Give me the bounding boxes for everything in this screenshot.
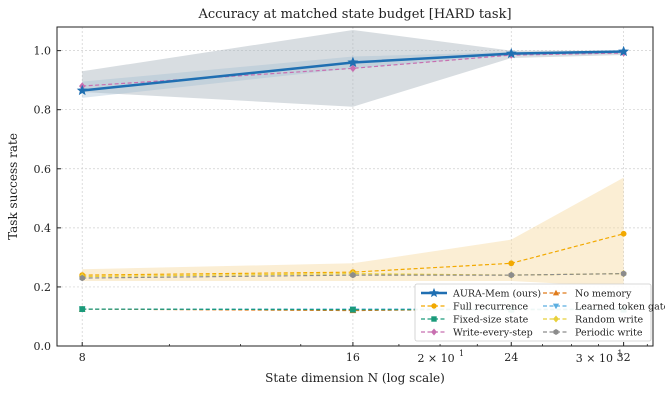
y-tick-label: 0.6	[34, 163, 52, 176]
legend-label-random-write: Random write	[575, 315, 644, 326]
legend-label-periodic-write: Periodic write	[575, 328, 643, 339]
legend-label-no-memory: No memory	[575, 289, 632, 300]
legend-marker-write-every-step	[431, 328, 437, 336]
legend-label-learned-token-gate: Learned token gate	[575, 302, 665, 313]
x-minor-tick-label: 3 × 10	[576, 352, 613, 365]
point-full-recurrence	[508, 260, 515, 267]
x-minor-tick-exponent: 1	[459, 349, 464, 358]
legend-marker-learned-token-gate	[552, 303, 560, 310]
legend-label-write-every-step: Write-every-step	[453, 328, 533, 339]
legend-label-fixed-size-state: Fixed-size state	[453, 315, 529, 326]
point-periodic-write	[508, 271, 515, 279]
point-aura-mem-ours	[76, 84, 88, 96]
x-minor-tick-label: 2 × 10	[417, 352, 454, 365]
legend-marker-fixed-size-state	[431, 316, 437, 322]
point-aura-mem-ours	[505, 47, 517, 59]
x-tick-label: 24	[504, 351, 518, 364]
x-tick-label: 8	[79, 351, 86, 364]
point-periodic-write	[79, 274, 85, 282]
legend-marker-random-write	[553, 315, 559, 323]
point-full-recurrence	[620, 230, 627, 237]
legend-label-full-recurrence: Full recurrence	[453, 302, 529, 313]
y-tick-label: 1.0	[34, 45, 52, 58]
plot-frame	[56, 26, 654, 347]
series-markers	[76, 45, 630, 314]
axis-ticks: 0.0 0.2 0.4 0.6 0.8 1.0 8 16 24 32 2 × 10 1 3 × 10 1	[34, 45, 648, 365]
x-tick-label: 32	[617, 351, 631, 364]
point-write-every-step	[349, 64, 357, 73]
point-aura-mem-ours	[347, 56, 359, 68]
point-fixed-size-state	[350, 306, 356, 313]
point-fixed-size-state	[79, 306, 86, 312]
point-aura-mem-ours	[618, 45, 630, 57]
legend-marker-full-recurrence	[431, 303, 437, 309]
y-axis-title: Task success rate	[6, 133, 20, 240]
legend-box	[414, 283, 652, 342]
band-full-recurrence	[82, 177, 624, 287]
x-axis-title: State dimension N (log scale)	[265, 371, 445, 385]
y-tick-label: 0.0	[34, 340, 52, 353]
x-tick-label: 16	[346, 351, 360, 364]
y-tick-label: 0.8	[34, 104, 52, 117]
legend-label-aura-mem-ours: AURA-Mem (ours)	[452, 289, 541, 300]
series-lines	[82, 50, 624, 312]
line-aura-mem-ours	[82, 50, 624, 92]
legend-marker-no-memory	[552, 289, 560, 296]
legend-marker-aura-mem-ours	[429, 287, 439, 298]
legend-marker-periodic-write	[553, 329, 559, 335]
point-periodic-write	[620, 270, 627, 277]
chart-title: Accuracy at matched state budget [HARD t…	[197, 7, 511, 22]
y-tick-label: 0.2	[34, 281, 52, 294]
y-tick-label: 0.4	[34, 222, 52, 235]
x-minor-tick-exponent: 1	[617, 349, 622, 358]
legend: AURA-Mem (ours) No memory Full recurrence L…	[414, 283, 665, 342]
point-periodic-write	[350, 271, 356, 279]
